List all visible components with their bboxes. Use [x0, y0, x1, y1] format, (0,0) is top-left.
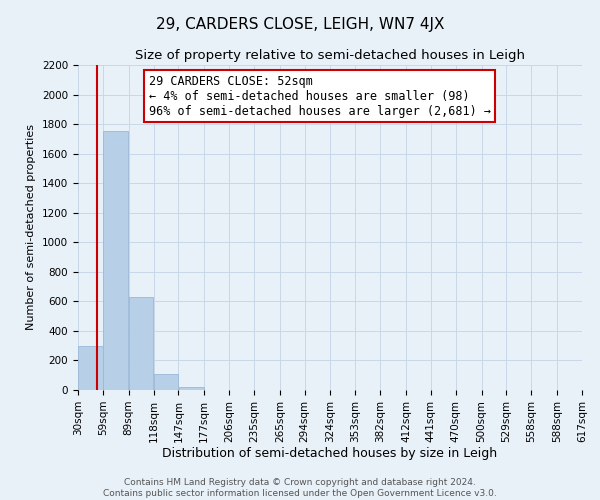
X-axis label: Distribution of semi-detached houses by size in Leigh: Distribution of semi-detached houses by … — [163, 448, 497, 460]
Bar — [103, 132, 128, 390]
Title: Size of property relative to semi-detached houses in Leigh: Size of property relative to semi-detach… — [135, 50, 525, 62]
Text: 29 CARDERS CLOSE: 52sqm
← 4% of semi-detached houses are smaller (98)
96% of sem: 29 CARDERS CLOSE: 52sqm ← 4% of semi-det… — [149, 74, 491, 118]
Bar — [154, 374, 178, 390]
Text: Contains HM Land Registry data © Crown copyright and database right 2024.
Contai: Contains HM Land Registry data © Crown c… — [103, 478, 497, 498]
Y-axis label: Number of semi-detached properties: Number of semi-detached properties — [26, 124, 37, 330]
Text: 29, CARDERS CLOSE, LEIGH, WN7 4JX: 29, CARDERS CLOSE, LEIGH, WN7 4JX — [156, 18, 444, 32]
Bar — [78, 346, 103, 390]
Bar — [129, 297, 154, 390]
Bar — [179, 387, 204, 390]
